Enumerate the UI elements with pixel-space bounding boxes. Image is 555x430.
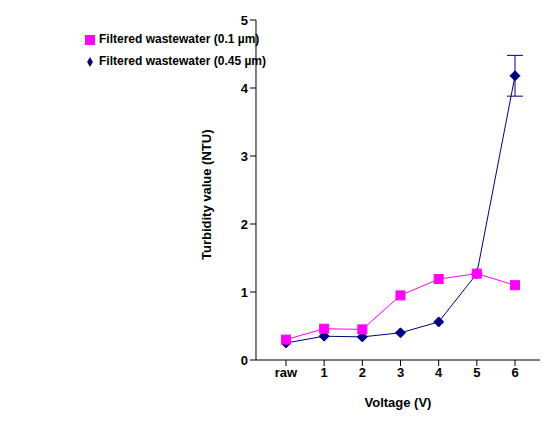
- svg-text:Voltage (V): Voltage (V): [365, 395, 432, 410]
- svg-text:Turbidity value (NTU): Turbidity value (NTU): [199, 130, 214, 260]
- svg-text:2: 2: [241, 217, 248, 232]
- svg-text:0: 0: [241, 353, 248, 368]
- html-text:Filtered wastewater (0.1 µm): Filtered wastewater (0.1 µm): [99, 32, 260, 46]
- svg-text:raw: raw: [275, 365, 298, 380]
- svg-text:4: 4: [435, 365, 443, 380]
- svg-text:1: 1: [321, 365, 328, 380]
- svg-text:5: 5: [473, 365, 480, 380]
- html-text:Filtered wastewater (0.45 µm): Filtered wastewater (0.45 µm): [99, 54, 266, 68]
- svg-text:6: 6: [511, 365, 518, 380]
- svg-text:3: 3: [397, 365, 404, 380]
- svg-text:5: 5: [241, 13, 248, 28]
- svg-text:3: 3: [241, 149, 248, 164]
- svg-text:4: 4: [241, 81, 249, 96]
- svg-text:1: 1: [241, 285, 248, 300]
- svg-text:2: 2: [359, 365, 366, 380]
